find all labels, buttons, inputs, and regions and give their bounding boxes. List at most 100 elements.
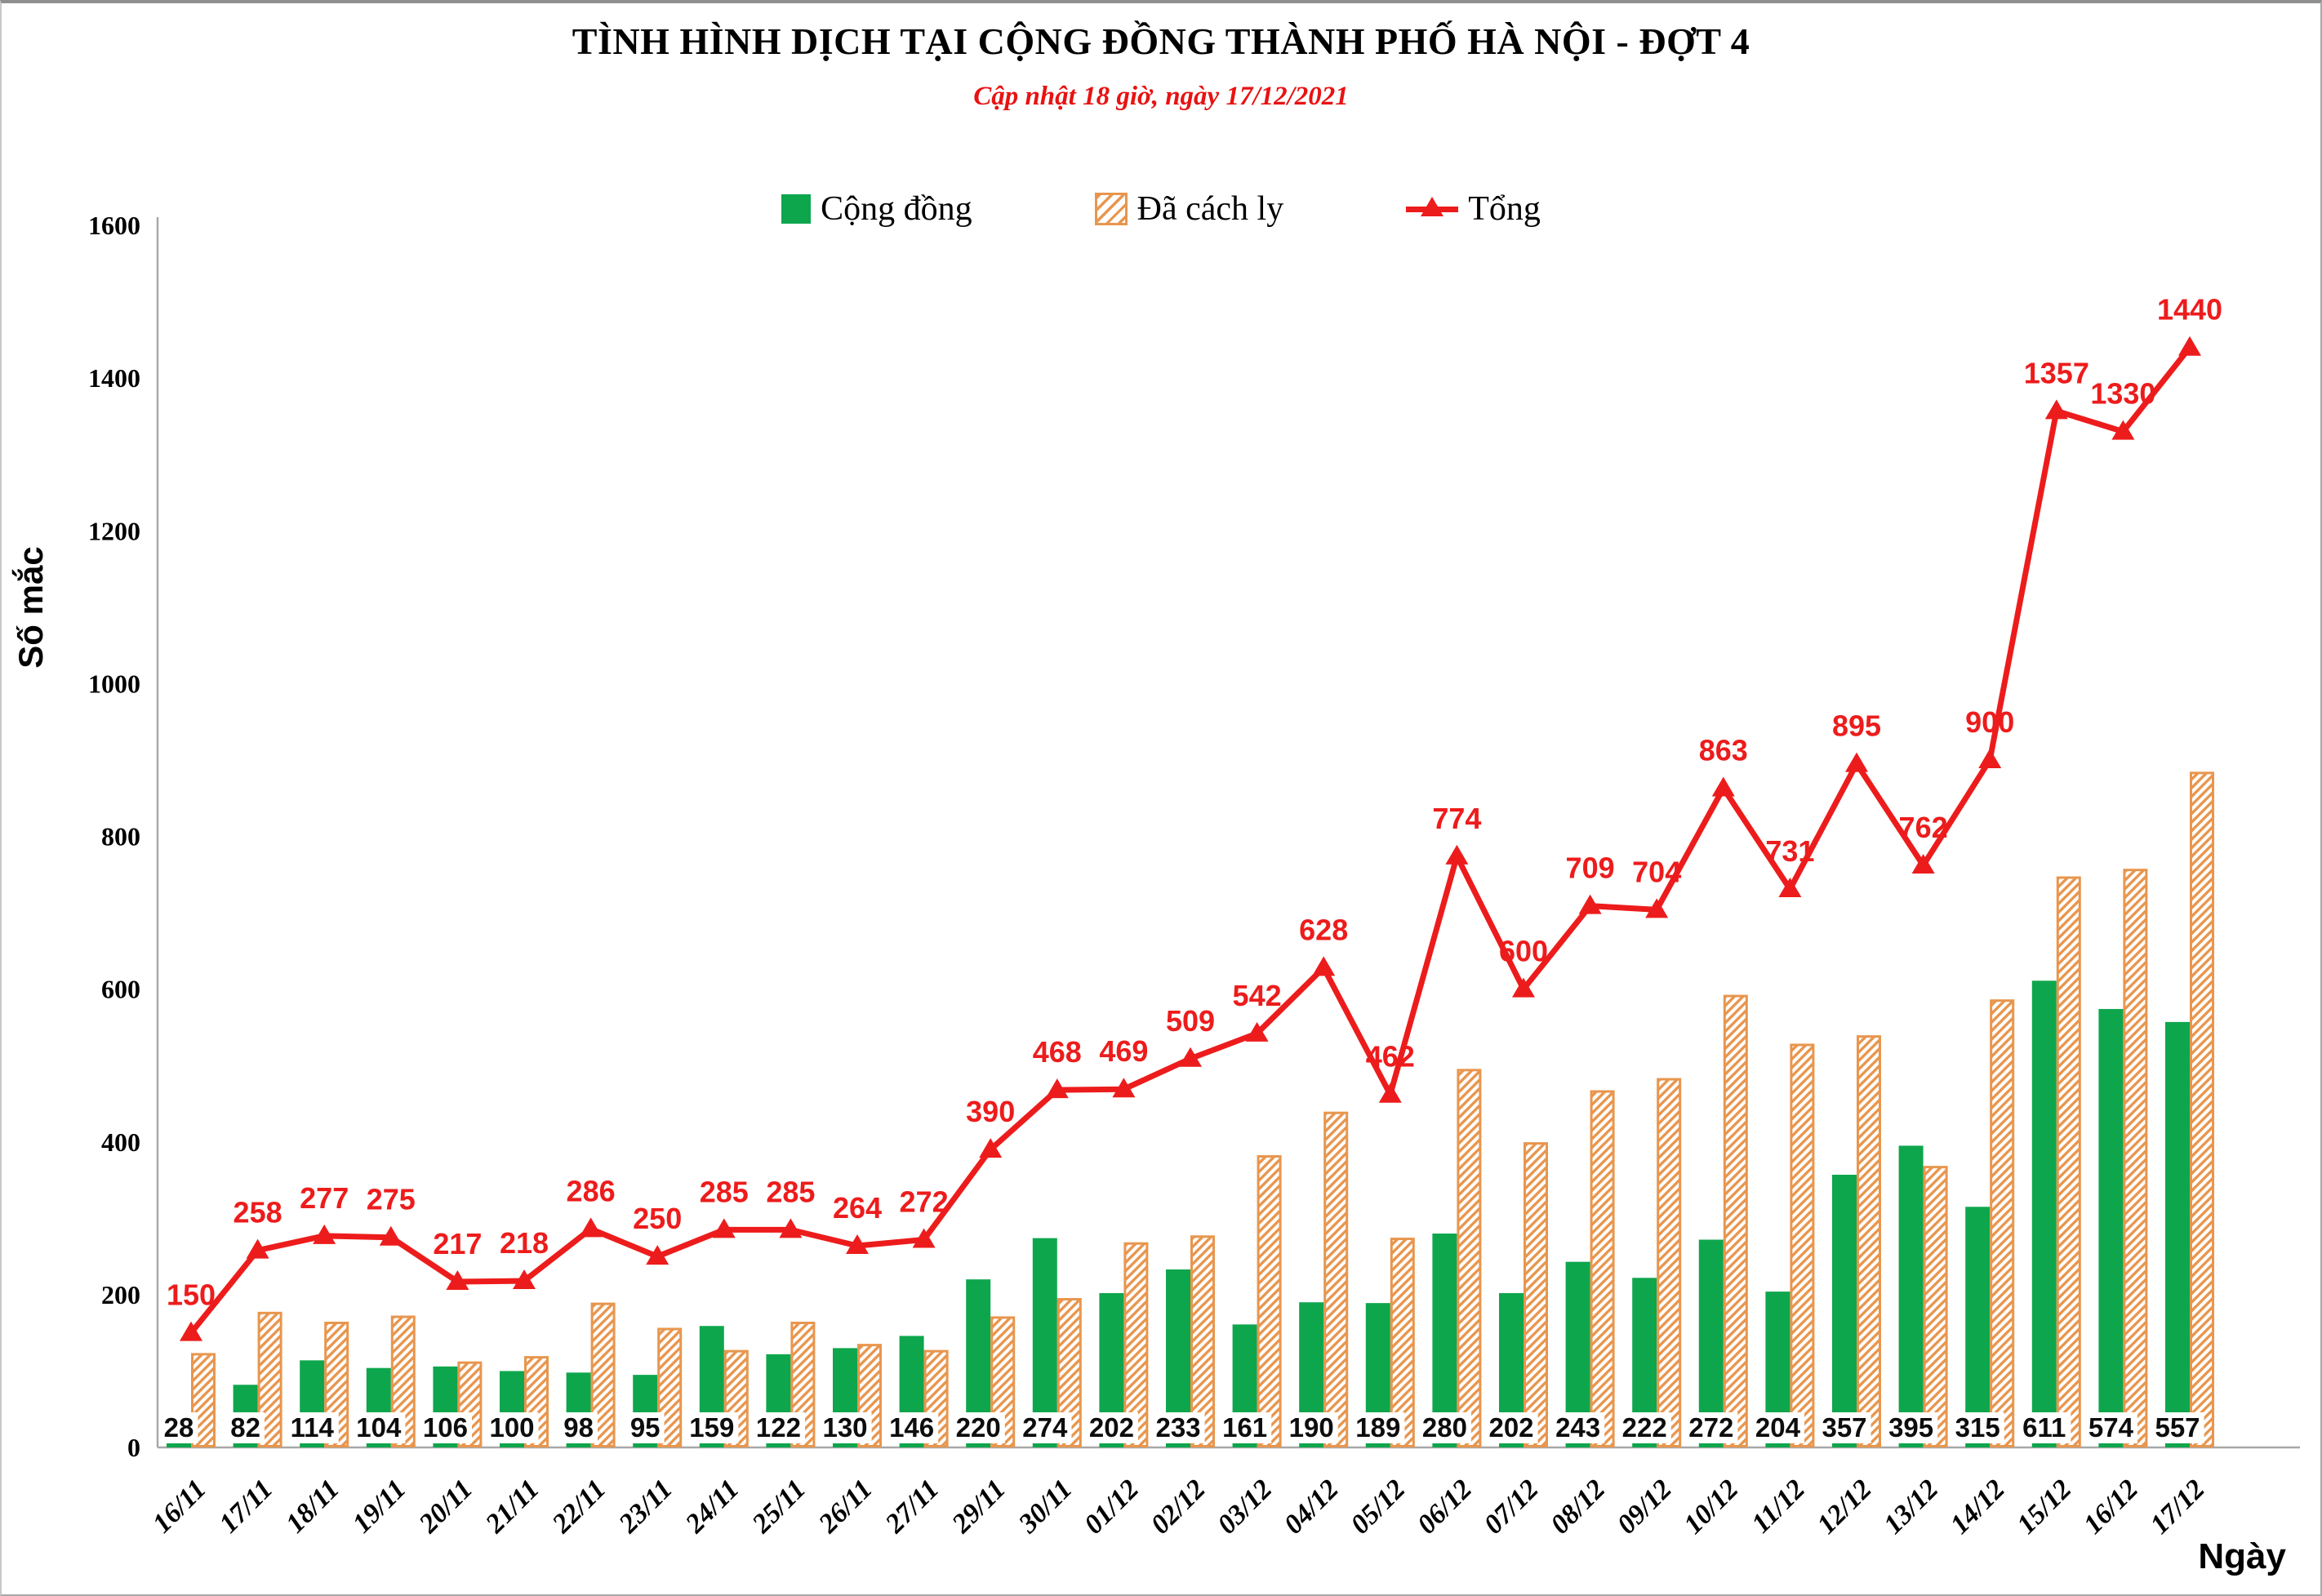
tong-value-label: 275 bbox=[367, 1183, 416, 1216]
x-tick-label: 22/11 bbox=[546, 1474, 612, 1539]
bar-value-label-box bbox=[1684, 1412, 1738, 1443]
x-tick-label: 17/12 bbox=[2145, 1474, 2211, 1540]
bar-value-label: 274 bbox=[1022, 1412, 1068, 1443]
tong-marker bbox=[2111, 420, 2135, 440]
x-tick-label: 19/11 bbox=[347, 1474, 412, 1539]
bar-value-label-box bbox=[159, 1412, 198, 1443]
bar-value-label-box bbox=[285, 1412, 339, 1443]
chart-subtitle: Cập nhật 18 giờ, ngày 17/12/2021 bbox=[973, 82, 1349, 111]
tong-marker bbox=[979, 1138, 1003, 1158]
legend-label-tong: Tổng bbox=[1468, 190, 1541, 228]
bar-value-label: 220 bbox=[956, 1412, 1001, 1443]
tong-value-label: 895 bbox=[1832, 709, 1881, 743]
tong-marker bbox=[180, 1321, 202, 1341]
bar-value-label: 315 bbox=[1955, 1412, 2000, 1443]
bar-da-cach-ly bbox=[1723, 994, 1748, 1447]
chart-title: TÌNH HÌNH DỊCH TẠI CỘNG ĐỒNG THÀNH PHỐ H… bbox=[572, 20, 1750, 62]
legend-triangle-icon bbox=[1421, 197, 1444, 216]
bar-value-label: 611 bbox=[2022, 1412, 2066, 1443]
tong-value-label: 731 bbox=[1765, 834, 1814, 868]
bar-da-cach-ly bbox=[1390, 1238, 1415, 1447]
x-tick-label: 06/12 bbox=[1412, 1474, 1478, 1540]
tong-value-label: 468 bbox=[1033, 1035, 1082, 1069]
bar-da-cach-ly bbox=[2056, 876, 2081, 1448]
tong-value-label: 462 bbox=[1366, 1040, 1415, 1074]
bar-da-cach-ly bbox=[1923, 1166, 1948, 1447]
tong-marker bbox=[1645, 898, 1669, 918]
tong-value-label: 1330 bbox=[2090, 377, 2155, 411]
tong-marker bbox=[2178, 336, 2201, 356]
y-tick-label: 600 bbox=[101, 975, 140, 1004]
tong-marker bbox=[1378, 1083, 1402, 1103]
tong-value-label: 774 bbox=[1432, 802, 1481, 835]
legend-swatch-line-marker bbox=[1406, 194, 1459, 224]
bar-value-label-box bbox=[485, 1412, 539, 1443]
x-tick-label: 11/12 bbox=[1746, 1474, 1811, 1539]
tong-value-label: 258 bbox=[234, 1196, 282, 1229]
tong-value-label: 150 bbox=[167, 1278, 216, 1312]
tong-line bbox=[188, 345, 2193, 1336]
bar-value-label: 395 bbox=[1888, 1412, 1933, 1443]
bar-da-cach-ly bbox=[1990, 999, 2015, 1448]
bar-da-cach-ly bbox=[1190, 1235, 1215, 1447]
x-tick-label: 12/12 bbox=[1812, 1474, 1878, 1540]
bar-da-cach-ly bbox=[1257, 1155, 1282, 1447]
tong-marker bbox=[1911, 854, 1935, 874]
x-tick-label: 07/12 bbox=[1479, 1474, 1545, 1540]
bar-value-label-box bbox=[1884, 1412, 1938, 1443]
legend-item-da-cach-ly: Đã cách ly bbox=[1094, 192, 1283, 226]
x-tick-label: 21/11 bbox=[479, 1474, 545, 1539]
bar-value-label-box bbox=[751, 1412, 805, 1443]
x-tick-label: 02/12 bbox=[1145, 1474, 1212, 1540]
bar-value-label-box bbox=[1218, 1412, 1272, 1443]
tong-value-label: 509 bbox=[1166, 1004, 1215, 1038]
tong-marker bbox=[912, 1228, 936, 1248]
legend-item-cong-dong: Cộng đồng bbox=[781, 192, 972, 226]
bar-value-label: 189 bbox=[1355, 1412, 1400, 1443]
bar-value-label-box bbox=[1750, 1412, 1804, 1443]
bar-cong-dong bbox=[2098, 1008, 2124, 1447]
bar-value-label-box bbox=[226, 1412, 265, 1443]
tong-value-label: 285 bbox=[700, 1175, 749, 1208]
bar-cong-dong bbox=[1832, 1174, 1857, 1447]
tong-marker bbox=[1512, 977, 1535, 998]
bar-value-label: 574 bbox=[2088, 1412, 2134, 1443]
bar-cong-dong bbox=[2165, 1021, 2190, 1447]
bar-value-label: 28 bbox=[164, 1412, 194, 1443]
tong-value-label: 218 bbox=[500, 1226, 549, 1260]
bar-da-cach-ly bbox=[1790, 1043, 1815, 1448]
bar-value-label-box bbox=[2084, 1412, 2137, 1443]
tong-value-label: 600 bbox=[1499, 935, 1548, 968]
bar-value-label: 202 bbox=[1488, 1412, 1533, 1443]
x-axis-title: Ngày bbox=[2198, 1536, 2286, 1576]
tong-marker bbox=[1445, 844, 1469, 865]
bar-value-label-box bbox=[559, 1412, 598, 1443]
tong-value-label: 250 bbox=[633, 1202, 682, 1235]
bar-value-label-box bbox=[1084, 1412, 1138, 1443]
x-tick-label: 15/12 bbox=[2012, 1474, 2078, 1540]
bar-value-label-box bbox=[1551, 1412, 1605, 1443]
bar-value-label: 130 bbox=[822, 1412, 867, 1443]
tong-value-label: 542 bbox=[1233, 979, 1282, 1012]
bar-value-label: 114 bbox=[291, 1412, 335, 1443]
bar-da-cach-ly bbox=[2190, 771, 2214, 1447]
tong-marker bbox=[646, 1245, 669, 1265]
y-tick-label: 800 bbox=[101, 822, 140, 851]
legend-swatch-solid-bar bbox=[781, 194, 812, 224]
bar-value-label-box bbox=[1417, 1412, 1471, 1443]
bar-value-label-box bbox=[1284, 1412, 1338, 1443]
bar-da-cach-ly bbox=[1590, 1090, 1615, 1448]
tong-value-label: 217 bbox=[433, 1227, 482, 1260]
tong-marker bbox=[1045, 1078, 1069, 1099]
bar-cong-dong bbox=[1432, 1234, 1457, 1447]
tong-value-label: 863 bbox=[1699, 734, 1748, 767]
bar-da-cach-ly bbox=[257, 1311, 282, 1447]
tong-value-label: 628 bbox=[1299, 913, 1348, 946]
tong-marker bbox=[1245, 1021, 1269, 1042]
bar-value-label-box bbox=[951, 1412, 1005, 1443]
tong-marker bbox=[246, 1238, 269, 1259]
x-tick-label: 03/12 bbox=[1212, 1474, 1278, 1540]
tong-marker bbox=[1711, 776, 1735, 797]
